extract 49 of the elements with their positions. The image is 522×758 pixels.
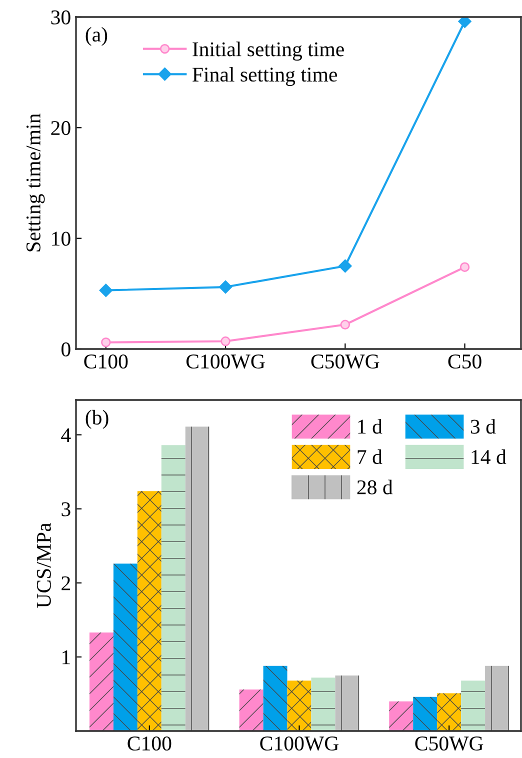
x-tick-label: C100WG [260, 736, 339, 751]
y-tick-label: 1 [62, 650, 70, 664]
x-tick-label: C100WG [186, 354, 265, 369]
x-tick-label: C50WG [311, 354, 380, 369]
bar [437, 693, 462, 731]
y-tick-label: 20 [51, 121, 70, 136]
bar [263, 666, 288, 731]
point [101, 338, 111, 348]
point [99, 284, 112, 297]
annotation: (b) [86, 410, 108, 429]
legend-label: 28 d [357, 480, 393, 494]
point [458, 17, 472, 28]
point [338, 259, 352, 273]
annotation: (a) [86, 26, 108, 46]
bar [185, 426, 210, 731]
point [460, 262, 470, 272]
y-tick-label: 3 [62, 502, 70, 516]
bar [413, 696, 438, 731]
bar [389, 701, 414, 731]
point [220, 336, 230, 346]
y-tick-label: 2 [62, 576, 70, 590]
bar [485, 666, 510, 731]
y-tick-label: 4 [61, 428, 71, 442]
point [218, 280, 232, 294]
legend-label: 14 d [472, 449, 506, 464]
bar [461, 680, 486, 731]
bar [89, 632, 114, 731]
bar [113, 564, 138, 731]
bar [137, 491, 162, 731]
x-tick-label: C50WG [415, 736, 484, 751]
y-axis-title: Setting time/min [26, 114, 45, 252]
legend-label: 1 d [358, 419, 382, 434]
legend-label: Initial setting time [192, 42, 344, 61]
x-tick-label: C100 [84, 354, 128, 369]
bar [335, 675, 360, 731]
y-tick-label: 10 [52, 232, 70, 246]
y-axis-title: UCS/MPa [36, 522, 51, 608]
y-tick-label: 0 [62, 342, 70, 356]
point [340, 320, 350, 330]
x-tick-label: C50 [448, 354, 482, 369]
bar [161, 445, 186, 731]
legend-label: Final setting time [192, 67, 337, 86]
legend-label: 3 d [470, 419, 496, 434]
bar [287, 680, 312, 731]
bar [239, 690, 264, 731]
legend-label: 7 d [358, 449, 382, 464]
y-tick-label: 30 [51, 10, 70, 24]
x-tick-label: C100 [128, 736, 172, 751]
bar [311, 678, 336, 731]
